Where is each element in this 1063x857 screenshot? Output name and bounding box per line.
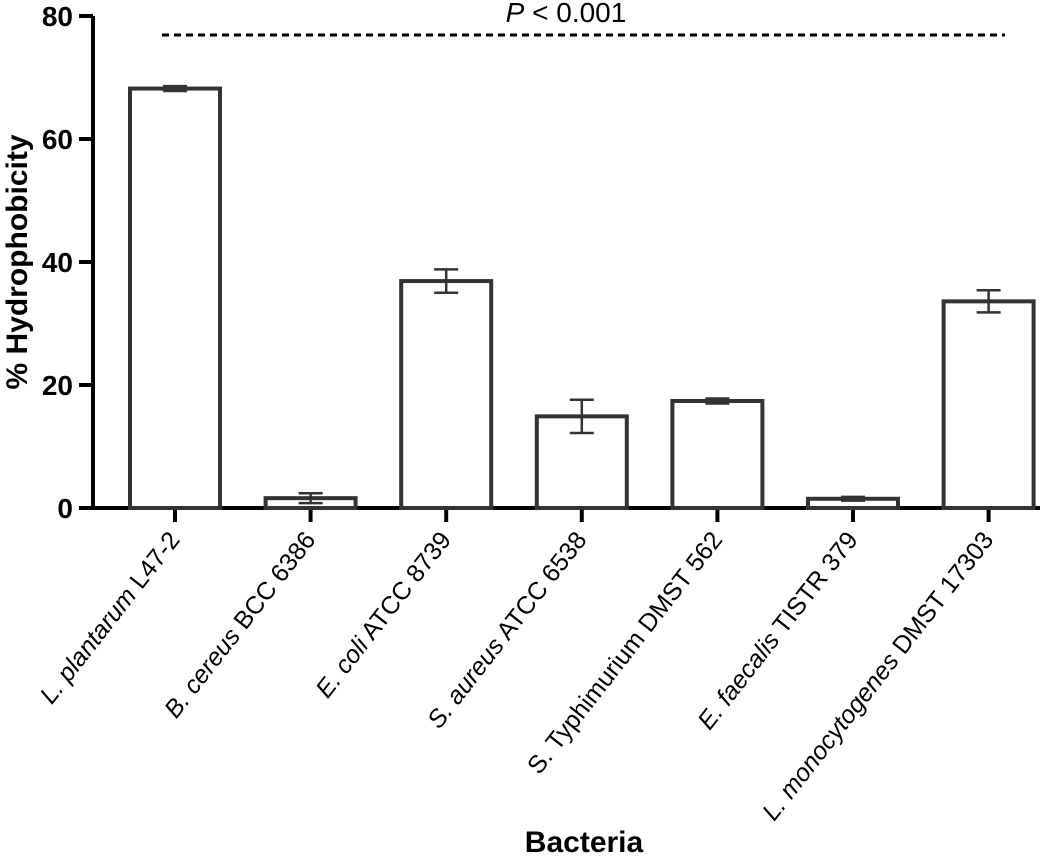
p-value-label: P < 0.001 (506, 0, 627, 28)
y-tick-label: 80 (42, 1, 73, 32)
bar (670, 398, 765, 510)
significance-annotation: P < 0.001 (162, 0, 1005, 37)
bar (941, 299, 1036, 510)
x-tick-label: S. aureus ATCC 6538 (422, 526, 593, 733)
x-tick-label: L. monocytogenes DMST 17303 (757, 526, 1000, 825)
x-tick-label: E. coli ATCC 8739 (310, 526, 457, 703)
x-axis-label: Bacteria (525, 826, 644, 857)
y-tick-label: 40 (42, 247, 73, 278)
x-tick-label: L. plantarum L47-2 (34, 526, 185, 709)
x-tick-label: B. cereus BCC 6386 (159, 526, 321, 723)
bars (128, 84, 1036, 511)
y-tick-label: 0 (57, 493, 73, 524)
y-tick-label: 20 (42, 370, 73, 401)
y-tick-label: 60 (42, 124, 73, 155)
bar (399, 279, 494, 510)
y-axis: 0 20 40 60 80 (42, 1, 95, 524)
y-axis-label: % Hydrophobicity (1, 134, 34, 389)
bar (128, 86, 222, 510)
